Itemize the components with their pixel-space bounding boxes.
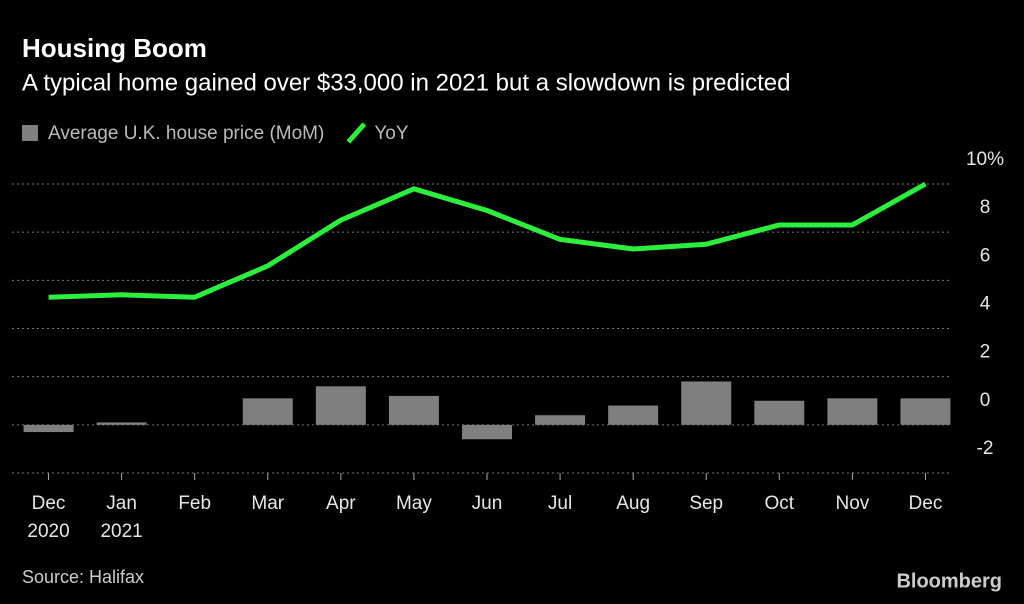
y-tick-label: 10% bbox=[966, 149, 1004, 170]
bar bbox=[754, 400, 805, 425]
y-tick-label: 0 bbox=[980, 390, 991, 411]
bar bbox=[23, 424, 74, 433]
bar bbox=[242, 398, 293, 425]
x-tick-label: Feb bbox=[178, 493, 212, 514]
bar bbox=[535, 415, 586, 425]
bar bbox=[827, 398, 878, 425]
chart-title: Housing Boom bbox=[22, 33, 207, 63]
x-tick-label: Nov bbox=[835, 493, 870, 514]
x-tick-label: Mar bbox=[251, 493, 285, 514]
x-tick-label: Jan 2021 bbox=[100, 493, 143, 542]
bar bbox=[315, 386, 366, 425]
brand: Bloomberg bbox=[896, 570, 1002, 592]
x-tick-label: Aug bbox=[616, 493, 651, 514]
y-tick-label: 2 bbox=[980, 342, 991, 363]
bar bbox=[462, 424, 512, 440]
bar bbox=[96, 422, 147, 425]
legend-swatch bbox=[346, 122, 367, 144]
y-tick-label: 4 bbox=[980, 294, 991, 315]
y-tick-label: 8 bbox=[980, 197, 991, 218]
line bbox=[48, 181, 927, 300]
y-tick-label: -2 bbox=[977, 438, 994, 459]
bar bbox=[388, 395, 439, 425]
x-tick-label: May bbox=[395, 493, 432, 514]
chart-subtitle: A typical home gained over $33,000 in 20… bbox=[22, 69, 791, 96]
x-tick-label: Dec bbox=[908, 493, 943, 514]
bar bbox=[900, 398, 951, 425]
x-tick-label: Oct bbox=[764, 493, 795, 514]
legend-label: YoY bbox=[374, 123, 408, 144]
bar bbox=[608, 405, 659, 425]
y-tick-label: 6 bbox=[980, 245, 991, 266]
source: Source: Halifax bbox=[22, 567, 144, 587]
legend-swatch bbox=[22, 125, 38, 141]
x-tick-label: Sep bbox=[689, 493, 724, 514]
legend-label: Average U.K. house price (MoM) bbox=[48, 123, 324, 144]
bar bbox=[681, 381, 732, 425]
x-tick-label: Apr bbox=[326, 493, 356, 514]
x-tick-label: Jun bbox=[471, 493, 503, 514]
x-tick-label: Dec 2020 bbox=[27, 493, 70, 542]
x-tick-label: Jul bbox=[547, 493, 573, 514]
